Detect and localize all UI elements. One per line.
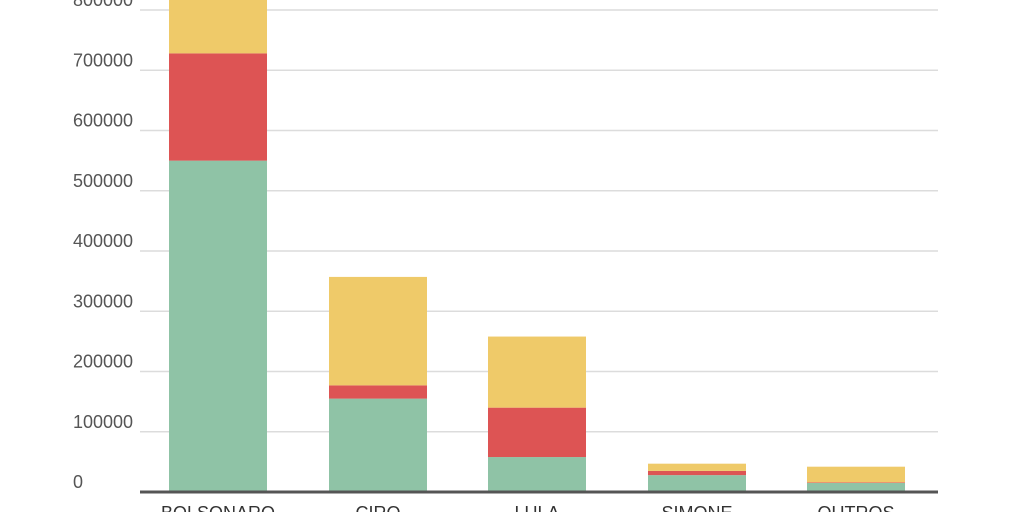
bar-segment-bolsonaro-1	[169, 53, 267, 161]
y-tick-label: 200000	[73, 352, 133, 372]
bar-segment-simone-2	[648, 463, 746, 471]
bar-segment-lula-0	[488, 457, 586, 492]
x-tick-label: CIRO	[356, 503, 401, 512]
bar-segment-simone-1	[648, 470, 746, 476]
x-tick-label: LULA	[514, 503, 559, 512]
y-tick-label: 800000	[73, 0, 133, 10]
x-axis-labels: BOLSONARO CIRO LULA SIMONE OUTROS	[161, 503, 895, 512]
bar-segment-outros-0	[807, 482, 905, 492]
y-tick-label: 700000	[73, 50, 133, 70]
gridlines	[140, 9, 938, 433]
bar-segment-outros-1	[807, 482, 905, 483]
bar-segment-lula-1	[488, 407, 586, 458]
bar-segment-bolsonaro-0	[169, 160, 267, 492]
y-tick-label: 300000	[73, 291, 133, 311]
x-tick-label: OUTROS	[817, 503, 894, 512]
y-tick-label: 0	[73, 472, 83, 492]
bar-segment-ciro-2	[329, 276, 427, 386]
bar-segment-ciro-0	[329, 398, 427, 492]
x-tick-label: BOLSONARO	[161, 503, 275, 512]
bar-segment-bolsonaro-2	[169, 0, 267, 54]
bar-segment-lula-2	[488, 336, 586, 408]
bar-segment-ciro-1	[329, 385, 427, 399]
bar-segment-outros-2	[807, 466, 905, 483]
x-tick-label: SIMONE	[661, 503, 732, 512]
y-tick-label: 600000	[73, 111, 133, 131]
y-axis-ticks: 0 100000 200000 300000 400000 500000 600000 700…	[73, 0, 133, 492]
y-tick-label: 400000	[73, 231, 133, 251]
bar-segment-simone-0	[648, 475, 746, 492]
y-tick-label: 100000	[73, 412, 133, 432]
bars	[169, 0, 905, 492]
y-tick-label: 500000	[73, 171, 133, 191]
